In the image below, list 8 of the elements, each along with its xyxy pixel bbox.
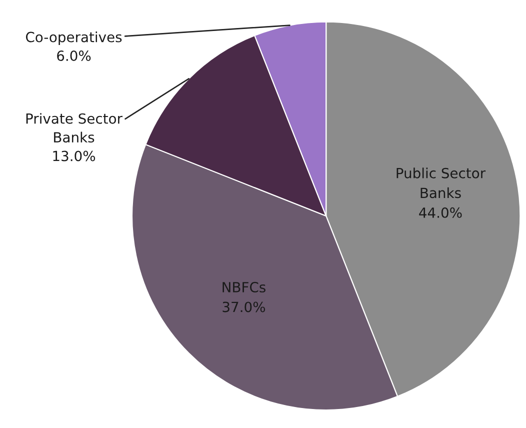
data-label: 37.0% — [222, 302, 266, 312]
slice-label: NBFCs — [222, 282, 266, 292]
slice-label: Private Sector Banks — [26, 113, 122, 143]
data-label: 6.0% — [57, 50, 91, 62]
data-label: 13.0% — [53, 150, 96, 162]
slice-label: Co-operatives — [26, 32, 122, 45]
slice-label: Public Sector Banks — [396, 168, 486, 198]
data-label: 44.0% — [419, 207, 462, 218]
